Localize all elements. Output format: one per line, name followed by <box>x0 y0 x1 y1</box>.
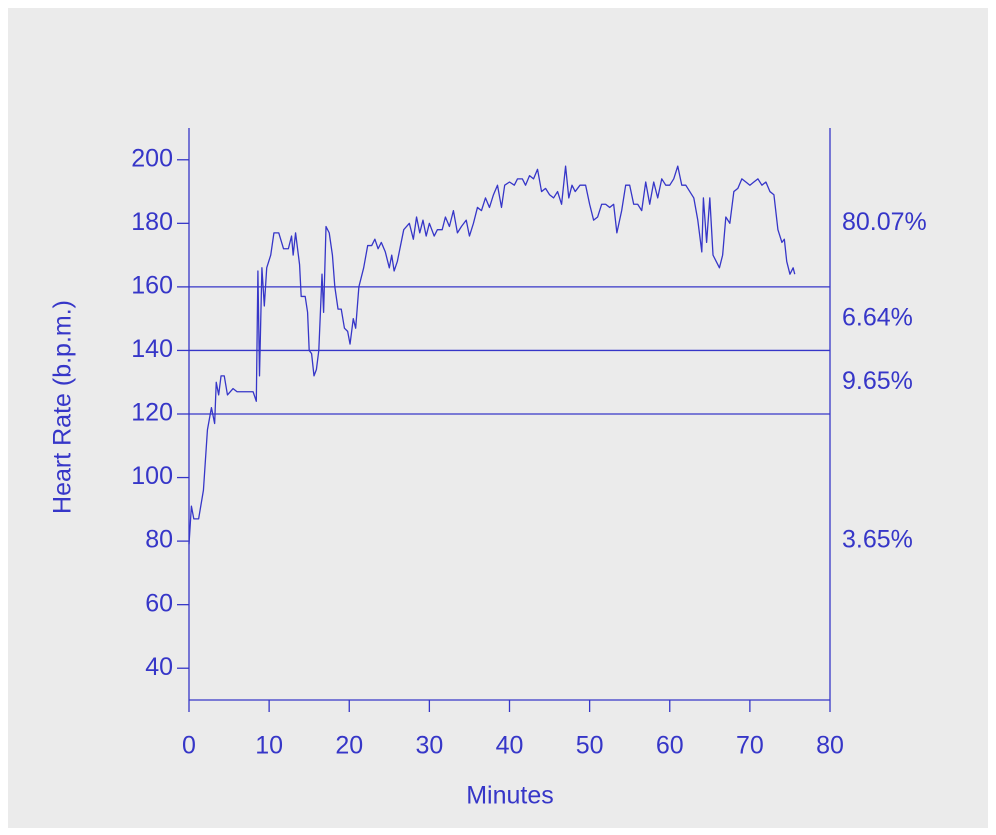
x-tick-label: 30 <box>415 732 443 760</box>
y-tick-label: 200 <box>131 144 173 172</box>
y-tick-label: 80 <box>145 526 173 554</box>
x-tick-label: 50 <box>576 732 604 760</box>
y-axis-label: Heart Rate (b.p.m.) <box>49 300 77 514</box>
x-tick-label: 10 <box>255 732 283 760</box>
zone-percentage: 80.07% <box>842 208 927 236</box>
x-tick-label: 40 <box>496 732 524 760</box>
y-tick-label: 100 <box>131 462 173 490</box>
y-tick-label: 140 <box>131 335 173 363</box>
zone-percentage: 3.65% <box>842 526 913 554</box>
y-tick-label: 180 <box>131 208 173 236</box>
x-tick-label: 60 <box>656 732 684 760</box>
x-tick-label: 70 <box>736 732 764 760</box>
x-axis-label: Minutes <box>466 782 554 810</box>
x-tick-label: 20 <box>335 732 363 760</box>
zone-percentage: 6.64% <box>842 303 913 331</box>
panel-background <box>8 8 988 828</box>
y-tick-label: 40 <box>145 653 173 681</box>
y-tick-label: 60 <box>145 589 173 617</box>
y-tick-label: 160 <box>131 271 173 299</box>
x-tick-label: 0 <box>182 732 196 760</box>
zone-percentage: 9.65% <box>842 367 913 395</box>
x-tick-label: 80 <box>816 732 844 760</box>
heart-rate-line <box>188 165 796 545</box>
y-tick-label: 120 <box>131 399 173 427</box>
